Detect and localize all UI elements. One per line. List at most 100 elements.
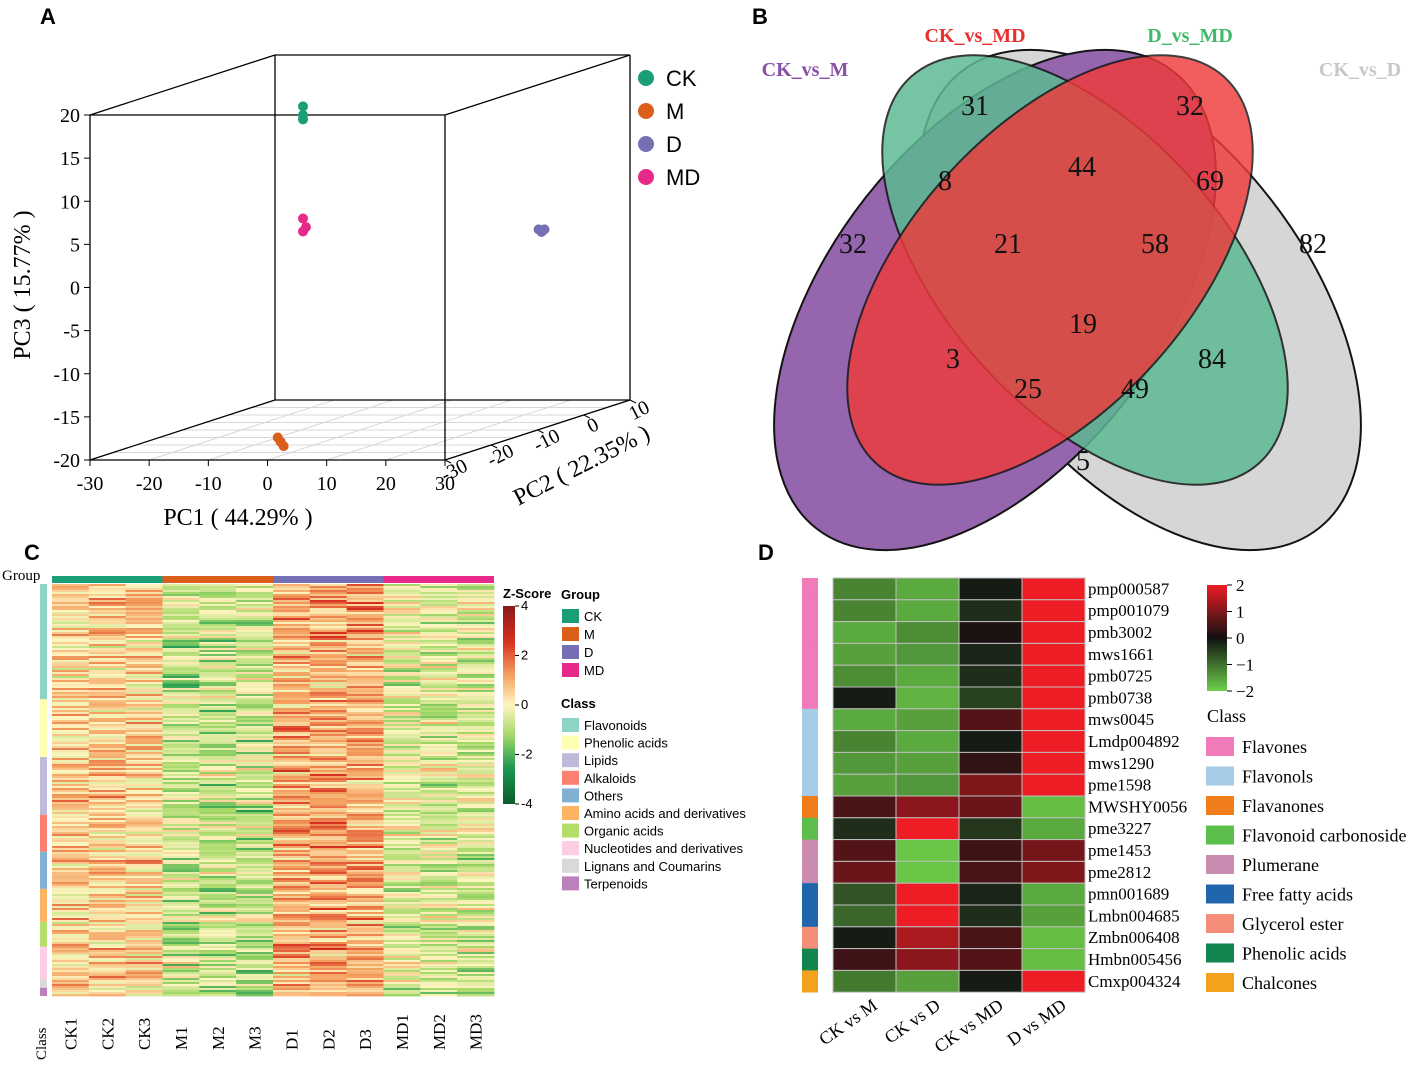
- heatmap-cell: [457, 958, 495, 961]
- heatmap-cell: [309, 648, 348, 651]
- heatmap-cell: [457, 884, 495, 887]
- heatmap-cell: [273, 596, 311, 599]
- heatmap-cell: [125, 984, 163, 987]
- heatmap-cell: [52, 950, 90, 953]
- heatmap-cell: [383, 814, 421, 817]
- heatmap-cell: [52, 602, 90, 605]
- heatmap-cell: [457, 700, 495, 703]
- heatmap-cell: [236, 890, 274, 893]
- heatmap-cell: [162, 986, 200, 989]
- heatmap-cell: [162, 726, 200, 729]
- heatmap-cell: [273, 602, 311, 605]
- heatmap-cell: [52, 936, 90, 939]
- heatmap-cell: [199, 802, 237, 805]
- heatmap-cell: [236, 794, 274, 797]
- heatmap-cell: [346, 636, 384, 639]
- heatmap-cell: [420, 906, 458, 909]
- heatmap-cell: [162, 766, 200, 769]
- heatmap-cell: [88, 694, 127, 697]
- heatmap-cell: [162, 702, 200, 705]
- heatmap-cell: [346, 672, 384, 675]
- heatmap-cell: [52, 726, 90, 729]
- heatmap-cell: [199, 960, 237, 963]
- heatmap-cell: [420, 686, 458, 689]
- heatmap-cell: [162, 952, 200, 955]
- heatmap-cell: [273, 742, 311, 745]
- heatmap-cell: [346, 872, 384, 875]
- class-legend-label: Others: [584, 788, 624, 803]
- heatmap-cell: [162, 898, 200, 901]
- heatmap-cell: [199, 640, 237, 643]
- heatmap-cell: [162, 616, 200, 619]
- heatmap-cell: [88, 890, 127, 893]
- heatmap-cell: [199, 964, 237, 967]
- heatmap-cell: [88, 862, 127, 865]
- heatmap-cell: [236, 746, 274, 749]
- heatmap-cell: [457, 924, 495, 927]
- heatmap-cell: [236, 846, 274, 849]
- heatmap-cell: [125, 942, 163, 945]
- heatmap-cell: [346, 712, 384, 715]
- heatmap-cell: [420, 926, 458, 929]
- heatmap-cell: [309, 948, 348, 951]
- heatmap-cell: [273, 614, 311, 617]
- heatmap-cell: [457, 730, 495, 733]
- heatmap-cell: [199, 992, 237, 995]
- heatmap-cell: [273, 648, 311, 651]
- heatmap-cell: [199, 972, 237, 975]
- heatmap-cell: [52, 718, 90, 721]
- heatmap-cell: [457, 878, 495, 881]
- heatmap-cell: [420, 806, 458, 809]
- heatmap-cell: [125, 820, 163, 823]
- heatmap-cell: [273, 754, 311, 757]
- heatmap-cell: [346, 930, 384, 933]
- heatmap-cell: [383, 974, 421, 977]
- heatmap-cell: [199, 876, 237, 879]
- heatmap-cell: [346, 884, 384, 887]
- heatmap-cell: [383, 662, 421, 665]
- heatmap-cell: [420, 760, 458, 763]
- heatmap-cell: [383, 748, 421, 751]
- heatmap-cell: [346, 780, 384, 783]
- z-tick-label: -20: [53, 450, 80, 472]
- heatmap-cell: [125, 730, 163, 733]
- heatmap-cell: [125, 944, 163, 947]
- pca-point-md: [298, 226, 308, 237]
- heatmap-cell: [52, 710, 90, 713]
- heatmap-cell: [125, 966, 163, 969]
- class-legend-swatch: [562, 806, 579, 820]
- heatmap-cell: [309, 878, 348, 881]
- heatmap-cell: [162, 956, 200, 959]
- d-colorbar-tick-label: 1: [1236, 603, 1245, 622]
- heatmap-cell: [199, 602, 237, 605]
- heatmap-cell: [420, 654, 458, 657]
- heatmap-cell: [309, 802, 348, 805]
- heatmap-cell: [383, 942, 421, 945]
- heatmap-cell: [457, 936, 495, 939]
- heatmap-cell: [273, 652, 311, 655]
- heatmap-cell: [346, 804, 384, 807]
- heatmap-cell: [383, 884, 421, 887]
- heatmap-cell: [383, 824, 421, 827]
- heatmap-cell: [236, 762, 274, 765]
- heatmap-cell: [162, 810, 200, 813]
- d-heatmap-cell: [895, 664, 960, 688]
- heatmap-cell: [199, 760, 237, 763]
- heatmap-cell: [273, 878, 311, 881]
- heatmap-cell: [309, 696, 348, 699]
- heatmap-cell: [383, 988, 421, 991]
- heatmap-cell: [383, 794, 421, 797]
- d-colorbar-tick-label: 2: [1236, 576, 1245, 595]
- heatmap-cell: [457, 892, 495, 895]
- heatmap-cell: [346, 964, 384, 967]
- heatmap-cell: [52, 750, 90, 753]
- heatmap-cell: [125, 742, 163, 745]
- heatmap-cell: [88, 860, 127, 863]
- heatmap-cell: [88, 784, 127, 787]
- heatmap-cell: [383, 640, 421, 643]
- heatmap-cell: [52, 796, 90, 799]
- heatmap-cell: [457, 922, 495, 925]
- heatmap-cell: [273, 672, 311, 675]
- heatmap-cell: [457, 880, 495, 883]
- heatmap-cell: [383, 746, 421, 749]
